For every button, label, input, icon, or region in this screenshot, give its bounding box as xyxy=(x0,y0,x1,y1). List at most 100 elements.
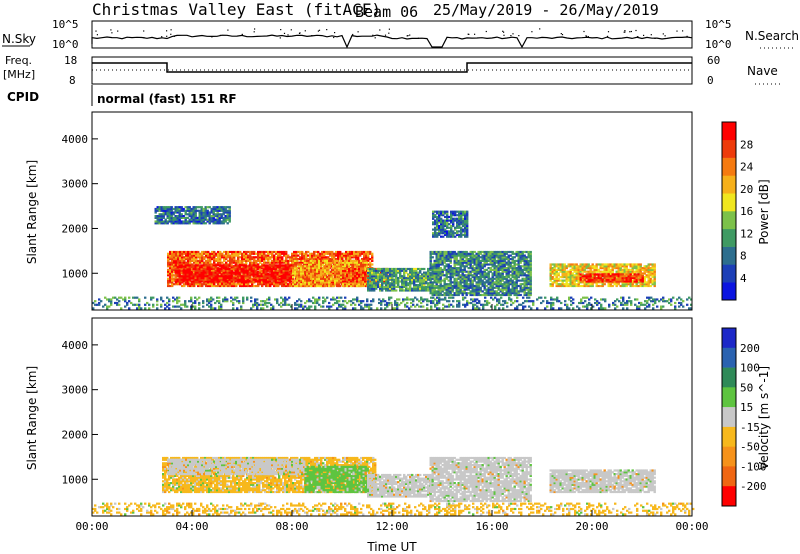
range-gate-cell xyxy=(366,261,369,264)
range-gate-cell xyxy=(250,271,253,274)
range-gate-cell xyxy=(244,271,247,274)
range-gate-cell xyxy=(197,256,200,259)
range-gate-cell xyxy=(233,258,236,261)
range-gate-cell xyxy=(293,252,296,255)
range-gate-cell xyxy=(455,277,458,280)
range-gate-cell xyxy=(513,286,516,289)
range-gate-cell xyxy=(465,276,468,279)
range-gate-cell xyxy=(287,254,290,257)
range-gate-cell xyxy=(401,275,404,278)
range-gate-cell xyxy=(318,265,321,268)
range-gate-cell xyxy=(395,282,398,285)
range-gate-cell xyxy=(495,259,498,262)
range-gate-cell xyxy=(352,280,355,283)
range-gate-cell xyxy=(258,278,261,281)
range-gate-cell xyxy=(369,276,372,280)
range-gate-cell xyxy=(312,272,315,275)
range-gate-cell xyxy=(283,284,286,288)
range-gate-cell xyxy=(455,268,458,271)
range-gate-cell xyxy=(347,250,350,254)
range-gate-cell xyxy=(493,258,496,261)
range-gate-cell xyxy=(196,275,199,278)
range-gate-cell xyxy=(342,284,345,288)
range-gate-cell xyxy=(527,290,530,293)
range-gate-cell xyxy=(431,274,434,277)
range-gate-cell xyxy=(231,250,234,254)
range-gate-cell xyxy=(257,284,260,288)
range-gate-cell xyxy=(314,279,317,282)
range-gate-cell xyxy=(497,292,500,295)
range-gate-cell xyxy=(525,288,528,291)
range-gate-cell xyxy=(499,272,502,275)
range-gate-cell xyxy=(509,279,512,282)
range-gate-cell xyxy=(427,284,430,287)
range-gate-cell xyxy=(365,252,368,255)
range-gate-cell xyxy=(298,265,301,268)
range-gate-cell xyxy=(321,258,324,261)
range-gate-cell xyxy=(287,259,290,262)
range-gate-cell xyxy=(340,261,343,264)
range-gate-cell xyxy=(429,258,432,261)
range-gate-cell xyxy=(461,274,464,277)
range-gate-cell xyxy=(326,281,329,284)
range-gate-cell xyxy=(182,276,185,280)
range-gate-cell xyxy=(527,250,530,254)
range-gate-cell xyxy=(348,284,351,288)
range-gate-cell xyxy=(429,265,432,268)
nsearch-point xyxy=(637,36,639,38)
range-gate-cell xyxy=(171,250,174,254)
range-gate-cell xyxy=(421,278,424,281)
range-gate-cell xyxy=(629,263,632,266)
range-gate-cell xyxy=(233,250,236,254)
range-gate-cell xyxy=(437,286,440,289)
range-gate-cell xyxy=(489,279,492,282)
range-gate-cell xyxy=(623,267,626,270)
range-gate-cell xyxy=(297,261,300,264)
range-gate-cell xyxy=(587,267,590,270)
range-gate-cell xyxy=(465,279,468,282)
range-gate-cell xyxy=(527,279,530,282)
range-gate-cell xyxy=(409,267,412,271)
range-gate-cell xyxy=(555,263,558,266)
range-gate-cell xyxy=(221,284,224,288)
range-gate-cell xyxy=(169,270,172,273)
range-gate-cell xyxy=(291,256,294,259)
range-gate-cell xyxy=(625,284,628,288)
range-gate-cell xyxy=(643,279,646,282)
range-gate-cell xyxy=(234,273,237,276)
range-gate-cell xyxy=(269,258,272,261)
range-gate-cell xyxy=(501,259,504,262)
range-gate-cell xyxy=(231,258,234,261)
range-gate-cell xyxy=(189,256,192,259)
range-gate-cell xyxy=(343,252,346,255)
range-gate-cell xyxy=(497,258,500,261)
range-gate-cell xyxy=(219,284,222,288)
range-gate-cell xyxy=(549,277,552,280)
range-gate-cell xyxy=(487,290,490,293)
range-gate-cell xyxy=(515,276,518,279)
range-gate-cell xyxy=(225,258,228,261)
range-gate-cell xyxy=(451,290,454,293)
range-gate-cell xyxy=(282,267,285,271)
range-gate-cell xyxy=(310,276,313,279)
range-gate-cell xyxy=(180,264,183,267)
range-gate-cell xyxy=(625,270,628,273)
range-gate-cell xyxy=(491,259,494,262)
range-gate-cell xyxy=(495,252,498,255)
range-gate-cell xyxy=(304,277,307,280)
range-gate-cell xyxy=(347,254,350,257)
range-gate-cell xyxy=(581,268,584,271)
range-gate-cell xyxy=(483,263,486,266)
range-gate-cell xyxy=(227,256,230,259)
range-gate-cell xyxy=(457,281,460,284)
range-gate-cell xyxy=(557,268,560,271)
range-gate-cell xyxy=(354,276,357,280)
range-gate-cell xyxy=(171,281,174,284)
range-gate-cell xyxy=(199,254,202,257)
range-gate-cell xyxy=(256,273,259,276)
range-gate-cell xyxy=(296,281,299,284)
range-gate-cell xyxy=(549,276,552,279)
range-gate-cell xyxy=(513,283,516,286)
range-gate-cell xyxy=(377,271,380,274)
range-gate-cell xyxy=(174,267,177,271)
